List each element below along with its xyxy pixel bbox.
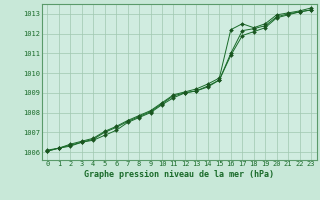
X-axis label: Graphe pression niveau de la mer (hPa): Graphe pression niveau de la mer (hPa) (84, 170, 274, 179)
